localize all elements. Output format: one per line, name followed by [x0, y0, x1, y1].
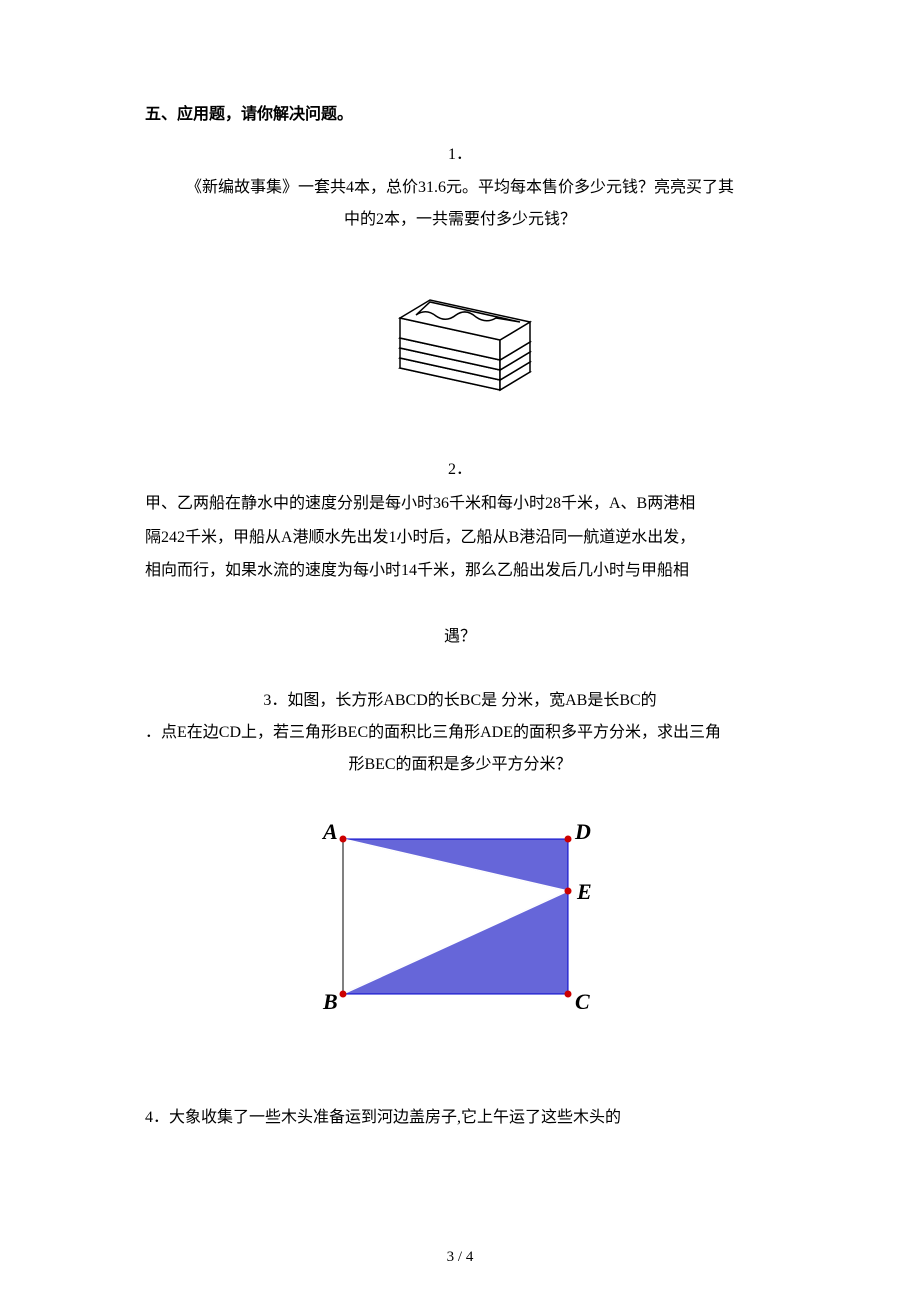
page-sep: /: [454, 1249, 466, 1265]
q1-text: 《新编故事集》一套共4本，总价31.6元。平均每本售价多少元钱？亮亮买了其 中的…: [145, 172, 775, 236]
q2-line4: 遇？: [145, 620, 775, 654]
page-number: 3 / 4: [0, 1249, 920, 1266]
q1-line1: 《新编故事集》一套共4本，总价31.6元。平均每本售价多少元钱？亮亮买了其: [186, 179, 734, 196]
q2-text: 甲、乙两船在静水中的速度分别是每小时36千米和每小时28千米，A、B两港相 隔2…: [145, 487, 775, 588]
q3-image: A B C D E: [145, 809, 775, 1054]
section-title: 五、应用题，请你解决问题。: [145, 100, 775, 124]
q2-line2: 隔242千米，甲船从A港顺水先出发1小时后，乙船从B港沿同一航道逆水出发，: [145, 529, 695, 546]
page-total: 4: [466, 1249, 474, 1265]
q3-line2: ．点E在边CD上，若三角形BEC的面积比三角形ADE的面积多平方分米，求出三角: [145, 717, 775, 749]
svg-text:D: D: [574, 819, 591, 844]
q3-intro: 3．如图，长方形ABCD的长BC是 分米，宽AB是长BC的: [145, 685, 775, 717]
q4-text: 4．大象收集了一些木头准备运到河边盖房子,它上午运了这些木头的: [145, 1102, 775, 1134]
svg-text:B: B: [322, 989, 338, 1014]
q1-number: 1．: [145, 140, 775, 164]
q2-line1: 甲、乙两船在静水中的速度分别是每小时36千米和每小时28千米，A、B两港相: [145, 495, 695, 512]
svg-text:C: C: [575, 989, 590, 1014]
svg-text:E: E: [576, 879, 592, 904]
q2-number: 2．: [145, 455, 775, 479]
q3-line3: 形BEC的面积是多少平方分米？: [145, 749, 775, 781]
q2-line3: 相向而行，如果水流的速度为每小时14千米，那么乙船出发后几小时与甲船相: [145, 562, 689, 579]
q1-image: [145, 260, 775, 415]
svg-text:A: A: [321, 819, 338, 844]
books-illustration: [372, 260, 548, 410]
q1-line2: 中的2本，一共需要付多少元钱？: [344, 211, 576, 228]
rectangle-diagram: A B C D E: [295, 809, 625, 1049]
